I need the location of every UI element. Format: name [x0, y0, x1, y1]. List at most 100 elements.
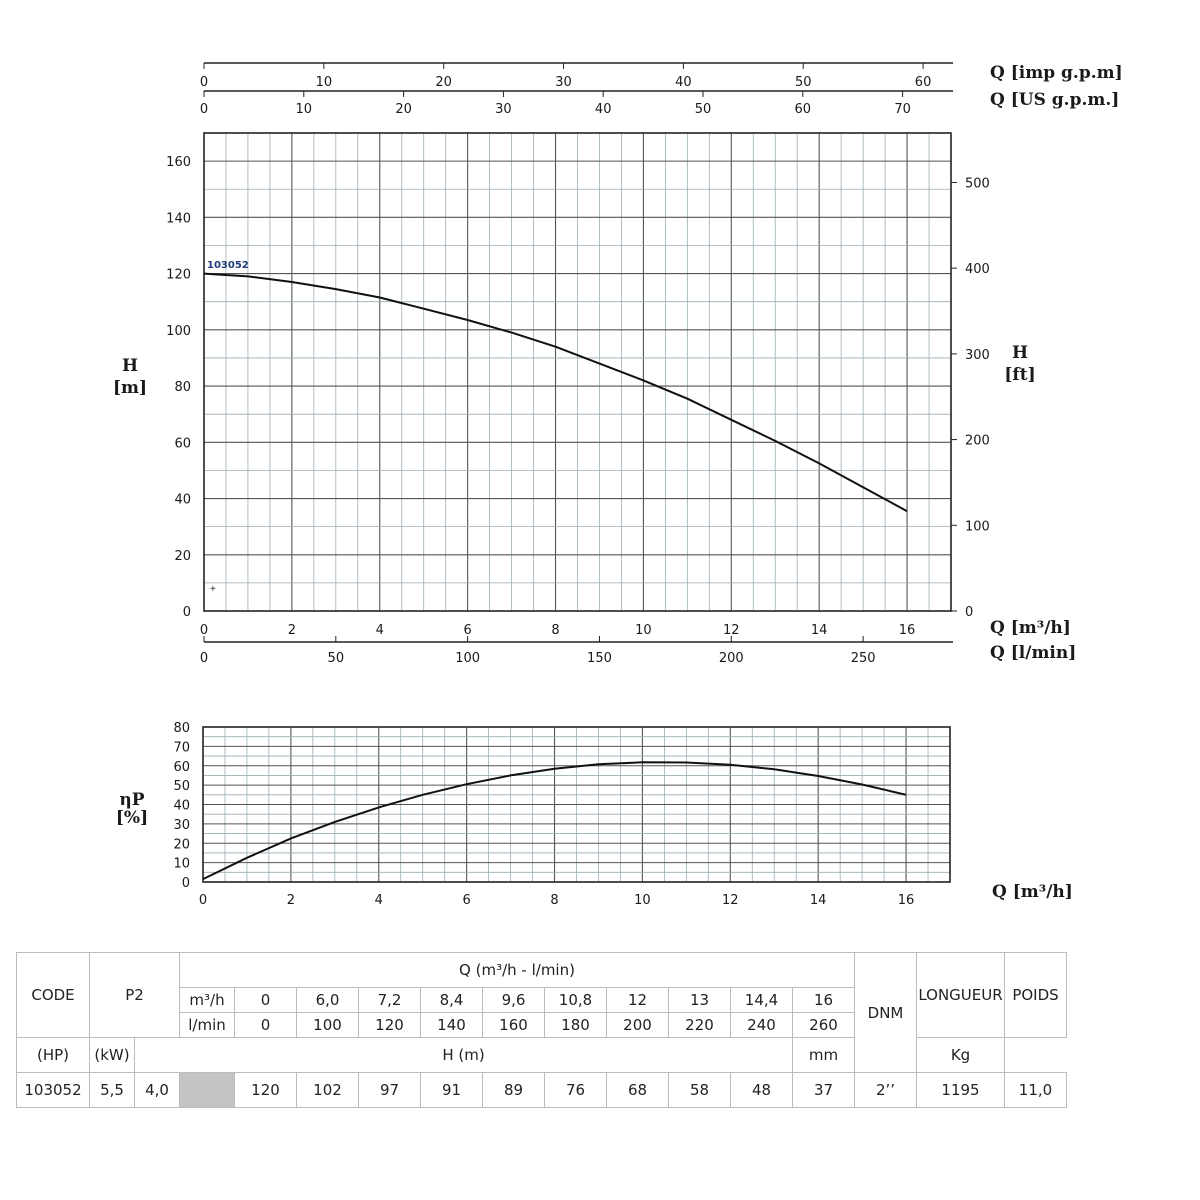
y-left-tick-label: 160 — [166, 155, 191, 170]
x-m3h-tick-label: 14 — [811, 623, 828, 638]
y-left-tick-label: 100 — [166, 324, 191, 339]
row-kw: 4,0 — [134, 1072, 180, 1108]
x-m3h-tick-label: 10 — [635, 623, 652, 638]
flow-m3h-row: m³/h 0 6,0 7,2 8,4 9,6 10,8 12 13 14,4 16 — [17, 987, 1067, 1013]
efficiency-curve — [202, 761, 907, 880]
m3h-cell: 12 — [606, 987, 669, 1013]
row-poids: 11,0 — [1004, 1072, 1067, 1108]
crosshair-marker: + — [210, 584, 216, 595]
y-left-tick-label: 40 — [174, 493, 191, 508]
head-chart-grid: + — [203, 132, 952, 612]
head-right-axis-unit: [ft] — [1004, 365, 1035, 385]
m3h-cell: 8,4 — [420, 987, 483, 1013]
x-m3h-tick-label: 4 — [376, 623, 384, 638]
secondary-axis-tick-label: 60 — [795, 102, 812, 117]
lmin-cell: 180 — [544, 1012, 607, 1038]
table-row: 103052 5,5 4,0 120 102 97 91 89 76 68 58 48 37 2’’… — [16, 1072, 1067, 1108]
code-header: CODE — [16, 952, 90, 1038]
y-left-tick-label: 20 — [174, 549, 191, 564]
secondary-axis-tick-label: 60 — [915, 75, 932, 90]
secondary-axis-tick-label: 20 — [435, 75, 452, 90]
dnm-header: DNM — [854, 952, 917, 1073]
efficiency-x-tick-label: 6 — [463, 893, 471, 908]
efficiency-x-tick-label: 4 — [375, 893, 383, 908]
row-hp: 5,5 — [89, 1072, 135, 1108]
longueur-header: LONGUEUR — [916, 952, 1005, 1038]
lmin-cell: 200 — [606, 1012, 669, 1038]
h-cell: 58 — [668, 1072, 731, 1108]
h-cell: 97 — [358, 1072, 421, 1108]
secondary-axis-tick-label: 10 — [316, 75, 333, 90]
secondary-axis-tick-label: 100 — [455, 651, 480, 666]
efficiency-y-tick-label: 30 — [173, 818, 190, 833]
secondary-axis-tick-label: 70 — [894, 102, 911, 117]
row-longueur: 1195 — [916, 1072, 1005, 1108]
head-curve — [203, 272, 908, 513]
pump-curves-figure: + 02040608010012014016001002003004005000… — [113, 62, 1123, 908]
y-left-tick-label: 80 — [174, 380, 191, 395]
secondary-axis-tick-label: 0 — [200, 102, 208, 117]
efficiency-plot-frame — [202, 726, 951, 883]
head-header: H (m) — [134, 1037, 793, 1073]
m3h-cell: 14,4 — [730, 987, 793, 1013]
secondary-axis-tick-label: 10 — [296, 102, 313, 117]
secondary-axis-tick-label: 20 — [395, 102, 412, 117]
m3h-cell: 9,6 — [482, 987, 545, 1013]
secondary-axis-tick-label: 30 — [495, 102, 512, 117]
m3h-cell: 16 — [792, 987, 855, 1013]
kw-header: (kW) — [89, 1037, 135, 1073]
h-cell: 68 — [606, 1072, 669, 1108]
m3h-cell: 13 — [668, 987, 731, 1013]
efficiency-axis-unit: [%] — [116, 808, 148, 828]
y-left-tick-label: 0 — [183, 605, 191, 620]
secondary-axis-tick-label: 50 — [695, 102, 712, 117]
y-right-tick-label: 200 — [965, 434, 990, 449]
h-cell: 89 — [482, 1072, 545, 1108]
efficiency-x-tick-label: 2 — [287, 893, 295, 908]
m3h-cell: 0 — [234, 987, 297, 1013]
efficiency-x-tick-label: 14 — [810, 893, 827, 908]
head-left-axis-title: H — [122, 356, 138, 376]
efficiency-x-tick-label: 0 — [199, 893, 207, 908]
x-m3h-tick-label: 8 — [551, 623, 559, 638]
head-series-label: 103052 — [207, 260, 249, 271]
x-m3h-tick-label: 12 — [723, 623, 740, 638]
efficiency-y-tick-label: 20 — [173, 837, 190, 852]
efficiency-x-tick-label: 8 — [550, 893, 558, 908]
efficiency-y-tick-label: 80 — [173, 721, 190, 736]
lmin-cell: 240 — [730, 1012, 793, 1038]
y-right-tick-label: 400 — [965, 262, 990, 277]
h-cell: 37 — [792, 1072, 855, 1108]
y-left-tick-label: 60 — [174, 436, 191, 451]
lmin-cell: 100 — [296, 1012, 359, 1038]
lmin-row-label: l/min — [179, 1012, 235, 1038]
efficiency-y-tick-label: 60 — [173, 760, 190, 775]
efficiency-x-axis-label: Q [m³/h] — [992, 882, 1073, 902]
efficiency-chart-ticks: 0 10 20 30 40 50 60 70 80 0 2 4 6 8 10 12 14 16 — [173, 721, 914, 908]
secondary-axis-tick-label: 0 — [200, 651, 208, 666]
secondary-axis-tick-label: 50 — [795, 75, 812, 90]
row-code: 103052 — [16, 1072, 90, 1108]
head-left-axis-unit: [m] — [113, 378, 147, 398]
lmin-cell: 120 — [358, 1012, 421, 1038]
head-chart-series — [203, 272, 908, 513]
m3h-cell: 6,0 — [296, 987, 359, 1013]
secondary-axis-tick-label: 150 — [587, 651, 612, 666]
y-right-tick-label: 0 — [965, 605, 973, 620]
efficiency-y-tick-label: 50 — [173, 779, 190, 794]
x-m3h-tick-label: 6 — [464, 623, 472, 638]
row-shaded-cell — [179, 1072, 235, 1108]
efficiency-y-tick-label: 10 — [173, 857, 190, 872]
h-cell: 91 — [420, 1072, 483, 1108]
secondary-axis-tick-label: 200 — [719, 651, 744, 666]
efficiency-y-tick-label: 70 — [173, 740, 190, 755]
head-right-axis-title: H — [1012, 343, 1028, 363]
y-right-tick-label: 100 — [965, 519, 990, 534]
kg-unit: Kg — [916, 1037, 1005, 1073]
secondary-axis-tick-label: 250 — [851, 651, 876, 666]
efficiency-y-tick-label: 40 — [173, 799, 190, 814]
lmin-cell: 220 — [668, 1012, 731, 1038]
lmin-cell: 0 — [234, 1012, 297, 1038]
efficiency-chart-series — [202, 761, 907, 880]
m3h-row-label: m³/h — [179, 987, 235, 1013]
